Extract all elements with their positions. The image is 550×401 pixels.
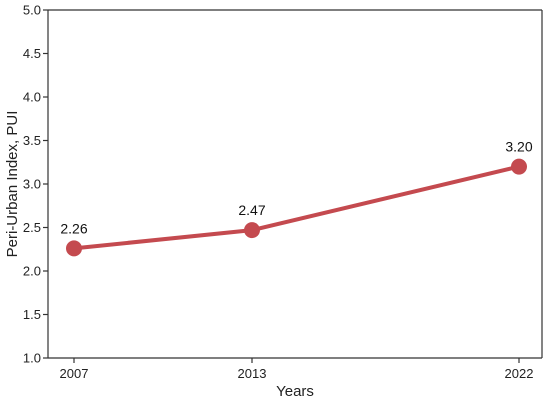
y-tick-label: 3.5 bbox=[23, 133, 41, 148]
data-point-2013 bbox=[244, 222, 260, 239]
data-label-2022: 3.20 bbox=[505, 139, 532, 155]
x-tick-label: 2013 bbox=[238, 366, 267, 381]
x-axis-ticks: 2007 2013 2022 bbox=[60, 358, 534, 381]
y-tick-label: 1.0 bbox=[23, 351, 41, 366]
y-axis-ticks: 1.0 1.5 2.0 2.5 3.0 3.5 4.0 4.5 5.0 bbox=[23, 3, 48, 366]
data-point-2007 bbox=[66, 240, 82, 257]
y-axis-title: Peri-Urban Index, PUI bbox=[4, 111, 21, 258]
y-tick-label: 4.5 bbox=[23, 46, 41, 61]
y-tick-label: 2.0 bbox=[23, 264, 41, 279]
y-tick-label: 3.0 bbox=[23, 177, 41, 192]
y-tick-label: 4.0 bbox=[23, 90, 41, 105]
data-label-2007: 2.26 bbox=[60, 220, 87, 236]
y-tick-label: 1.5 bbox=[23, 307, 41, 322]
x-tick-label: 2007 bbox=[60, 366, 89, 381]
x-axis-title: Years bbox=[276, 383, 314, 400]
y-tick-label: 5.0 bbox=[23, 3, 41, 18]
series-layer: 2.26 2.47 3.20 bbox=[60, 139, 533, 257]
series-line bbox=[72, 164, 521, 251]
plot-frame bbox=[47, 9, 543, 359]
y-tick-label: 2.5 bbox=[23, 220, 41, 235]
data-label-2013: 2.47 bbox=[238, 202, 265, 218]
x-tick-label: 2022 bbox=[505, 366, 534, 381]
data-point-2022 bbox=[511, 158, 527, 175]
